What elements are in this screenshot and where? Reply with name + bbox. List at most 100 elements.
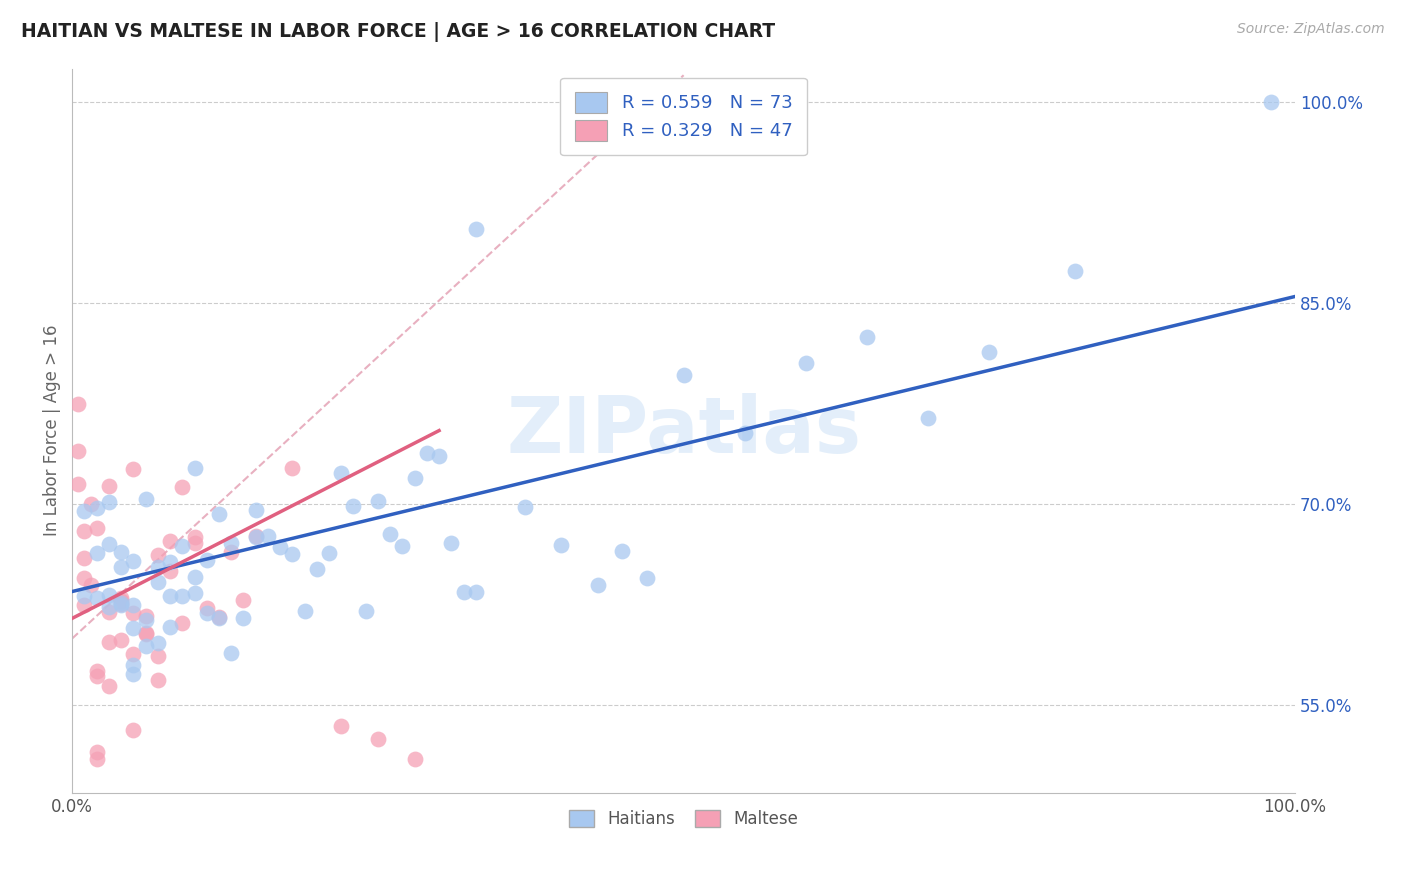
Point [404,471,426,485]
Point [73,524,96,538]
Point [378,527,401,541]
Point [110,591,132,606]
Point [232,611,254,625]
Point [97,599,120,614]
Point [330,718,353,732]
Point [110,545,132,559]
Point [172,589,194,603]
Point [110,596,132,610]
Text: HAITIAN VS MALTESE IN LABOR FORCE | AGE > 16 CORRELATION CHART: HAITIAN VS MALTESE IN LABOR FORCE | AGE … [21,22,775,42]
Point [391,539,413,553]
Point [97,536,120,550]
Point [232,593,254,607]
Point [257,528,280,542]
Point [79,497,101,511]
Point [318,546,340,560]
Point [183,460,205,475]
Point [440,536,463,550]
Point [172,480,194,494]
Point [979,344,1001,359]
Point [79,578,101,592]
Point [734,425,756,440]
Point [159,555,181,569]
Point [110,593,132,607]
Point [122,657,145,672]
Point [122,554,145,568]
Point [122,599,145,613]
Point [67,477,90,491]
Point [464,222,486,236]
Point [183,535,205,549]
Point [146,575,169,590]
Point [86,746,108,760]
Point [513,500,536,514]
Point [135,492,157,507]
Point [183,570,205,584]
Point [672,368,695,382]
Point [135,625,157,640]
Point [146,649,169,664]
Point [97,605,120,619]
Point [550,538,572,552]
Point [135,613,157,627]
Point [73,551,96,566]
Point [453,584,475,599]
Point [354,603,377,617]
Point [73,589,96,603]
Point [330,466,353,480]
Point [97,479,120,493]
Point [219,544,242,558]
Point [245,529,267,543]
Point [404,752,426,766]
Point [122,648,145,662]
Point [86,752,108,766]
Point [86,665,108,679]
Point [159,589,181,603]
Point [73,571,96,585]
Point [1260,95,1282,109]
Point [86,521,108,535]
Point [464,584,486,599]
Point [97,588,120,602]
Point [135,609,157,624]
Point [67,443,90,458]
Point [86,669,108,683]
Point [122,621,145,635]
Point [122,607,145,621]
Point [183,530,205,544]
Point [67,397,90,411]
Point [146,673,169,687]
Text: Source: ZipAtlas.com: Source: ZipAtlas.com [1237,22,1385,37]
Point [86,501,108,516]
Point [183,585,205,599]
Point [146,636,169,650]
Point [195,606,218,620]
Point [110,633,132,648]
Point [281,547,304,561]
Point [294,604,316,618]
Point [281,461,304,475]
Point [794,356,817,370]
Y-axis label: In Labor Force | Age > 16: In Labor Force | Age > 16 [44,325,60,536]
Point [172,616,194,631]
Point [172,539,194,553]
Point [367,731,389,746]
Point [342,499,364,513]
Point [135,639,157,653]
Point [86,546,108,560]
Point [110,560,132,574]
Point [159,534,181,549]
Point [86,591,108,605]
Point [73,504,96,518]
Point [416,446,439,460]
Point [97,679,120,693]
Point [146,548,169,562]
Point [208,610,231,624]
Point [110,598,132,612]
Point [135,627,157,641]
Point [856,329,879,343]
Point [97,635,120,649]
Point [219,646,242,660]
Point [146,560,169,574]
Point [208,507,231,521]
